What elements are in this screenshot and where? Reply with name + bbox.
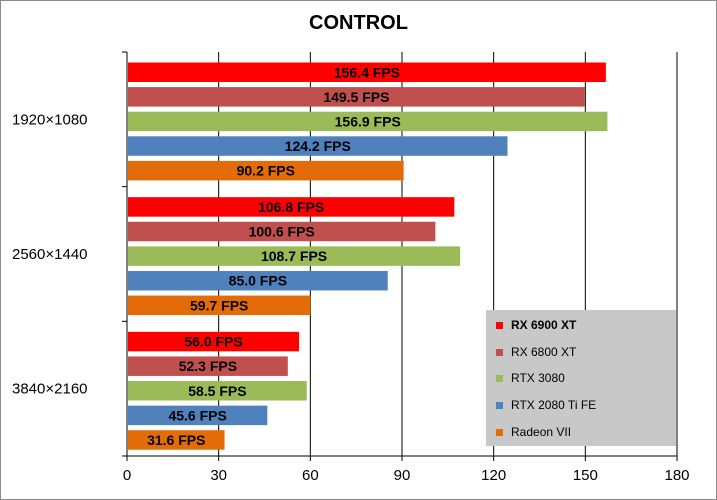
bar-radeon-vii-2 [128, 430, 225, 450]
bar-label-rtx-2080-ti-fe-1: 85.0 FPS [229, 273, 287, 289]
bar-label-rtx-3080-1: 108.7 FPS [261, 248, 327, 264]
x-tick-label-60: 60 [302, 467, 319, 484]
bar-rx-6900-xt-0 [128, 62, 606, 82]
legend-swatch-rtx-2080-ti-fe [496, 401, 503, 409]
legend-item-rx-6900-xt: RX 6900 XT [496, 315, 576, 335]
legend-item-radeon-vii: Radeon VII [496, 422, 571, 442]
x-tick-label-0: 0 [123, 467, 131, 484]
category-label-2: 3840×2160 [12, 381, 88, 398]
bar-label-rtx-3080-2: 58.5 FPS [188, 383, 246, 399]
bar-label-rx-6800-xt-0: 149.5 FPS [323, 89, 389, 105]
bar-label-rx-6800-xt-2: 52.3 FPS [179, 358, 237, 374]
bar-label-rx-6900-xt-2: 56.0 FPS [184, 334, 242, 350]
bar-rx-6900-xt-2 [128, 331, 300, 352]
chart-title: CONTROL [309, 12, 408, 34]
bar-rtx-2080-ti-fe-1 [128, 270, 388, 291]
legend-swatch-rx-6900-xt [496, 321, 503, 329]
x-tick-label-180: 180 [664, 467, 689, 484]
bar-label-rtx-2080-ti-fe-2: 45.6 FPS [168, 407, 226, 423]
legend-label-rtx-3080: RTX 3080 [511, 371, 565, 385]
bar-rx-6800-xt-1 [128, 221, 436, 242]
legend-swatch-rtx-3080 [496, 374, 503, 382]
bar-radeon-vii-1 [128, 295, 311, 316]
x-tick-label-120: 120 [481, 467, 506, 484]
legend-label-rx-6800-xt: RX 6800 XT [511, 345, 577, 359]
category-label-1: 2560×1440 [12, 246, 88, 263]
legend-swatch-radeon-vii [496, 428, 503, 436]
legend: RX 6900 XT RX 6800 XT RTX 3080 RTX 2080 … [486, 310, 676, 446]
bar-rtx-3080-1 [128, 246, 461, 266]
bar-rtx-3080-0 [128, 111, 608, 132]
bar-label-rx-6800-xt-1: 100.6 FPS [249, 224, 315, 240]
x-tick-label-150: 150 [573, 467, 598, 484]
bar-label-rtx-3080-0: 156.9 FPS [335, 113, 401, 129]
legend-item-rtx-3080: RTX 3080 [496, 368, 565, 388]
bar-rtx-3080-2 [128, 381, 307, 401]
legend-item-rx-6800-xt: RX 6800 XT [496, 342, 576, 362]
bar-label-rtx-2080-ti-fe-0: 124.2 FPS [285, 138, 351, 154]
bar-label-radeon-vii-1: 59.7 FPS [190, 297, 248, 313]
category-label-0: 1920×1080 [12, 111, 88, 128]
bar-radeon-vii-0 [128, 160, 404, 181]
x-tick-label-90: 90 [394, 467, 411, 484]
x-tick-label-30: 30 [210, 467, 227, 484]
bar-rtx-2080-ti-fe-0 [128, 136, 508, 156]
legend-swatch-rx-6800-xt [496, 348, 503, 356]
bar-label-rx-6900-xt-1: 106.8 FPS [258, 199, 324, 215]
bar-rtx-2080-ti-fe-2 [128, 405, 268, 426]
bar-label-radeon-vii-0: 90.2 FPS [237, 163, 295, 179]
legend-item-rtx-2080-ti-fe: RTX 2080 Ti FE [496, 395, 596, 415]
bar-rx-6800-xt-2 [128, 356, 288, 376]
legend-label-radeon-vii: Radeon VII [511, 425, 572, 439]
bar-label-rx-6900-xt-0: 156.4 FPS [334, 64, 400, 80]
bar-rx-6800-xt-0 [128, 87, 585, 107]
bar-rx-6900-xt-1 [128, 197, 455, 217]
legend-label-rx-6900-xt: RX 6900 XT [511, 318, 577, 332]
bar-label-radeon-vii-2: 31.6 FPS [147, 432, 205, 448]
legend-label-rtx-2080-ti-fe: RTX 2080 Ti FE [511, 398, 597, 412]
